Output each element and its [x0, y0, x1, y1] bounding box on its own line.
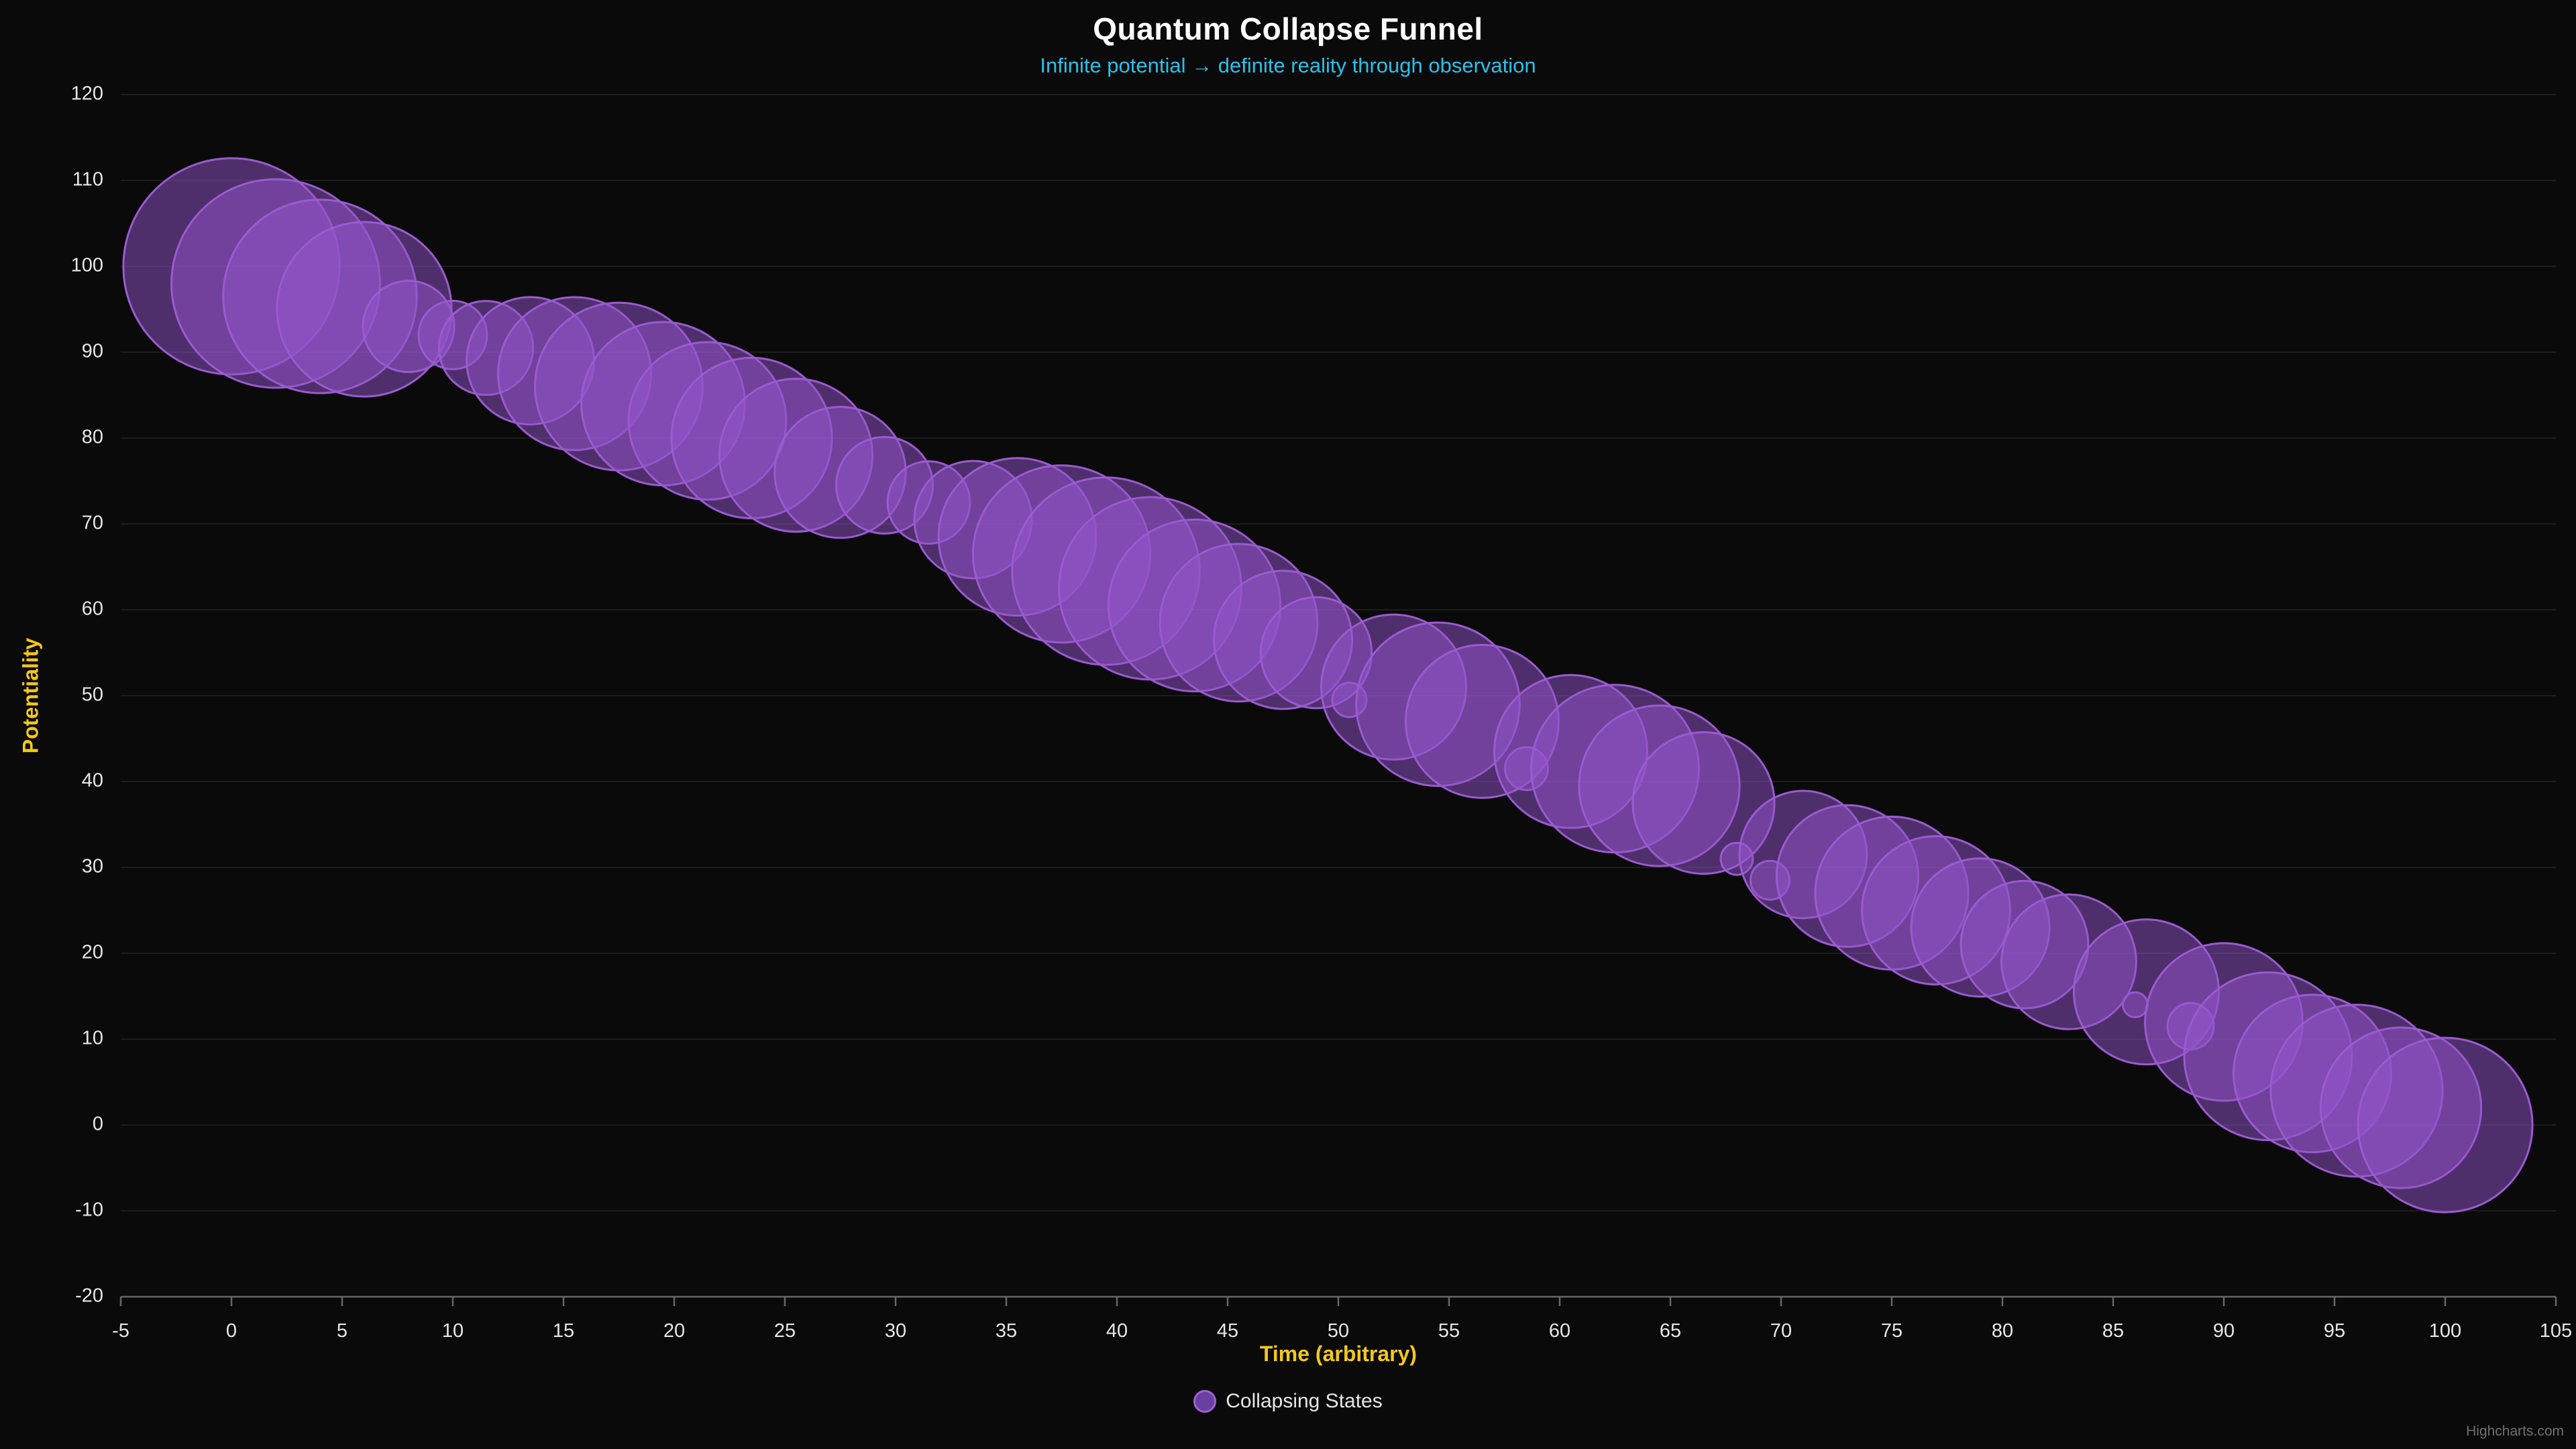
x-tick-label: 5 — [337, 1320, 347, 1342]
x-tick-label: 60 — [1549, 1320, 1570, 1342]
y-tick-label: 10 — [82, 1028, 103, 1049]
x-tick-label: 35 — [996, 1320, 1017, 1342]
x-tick-label: 100 — [2429, 1320, 2461, 1342]
chart-subtitle: Infinite potential → definite reality th… — [1040, 54, 1536, 77]
y-tick-label: 40 — [82, 770, 103, 792]
y-tick-label: -10 — [75, 1199, 103, 1221]
x-tick-label: 105 — [2540, 1320, 2572, 1342]
y-tick-label: 90 — [82, 341, 103, 362]
y-tick-label: 120 — [71, 83, 103, 105]
y-axis-title: Potentiality — [18, 637, 43, 754]
highcharts-credit[interactable]: Highcharts.com — [2466, 1424, 2564, 1439]
x-tick-label: 0 — [226, 1320, 237, 1342]
y-tick-label: 50 — [82, 684, 103, 706]
x-tick-label: 30 — [885, 1320, 906, 1342]
x-tick-label: 50 — [1328, 1320, 1349, 1342]
x-tick-label: 55 — [1438, 1320, 1460, 1342]
x-tick-label: 75 — [1881, 1320, 1902, 1342]
x-tick-label: 80 — [1992, 1320, 2013, 1342]
y-tick-label: 20 — [82, 942, 103, 963]
y-tick-label: 110 — [72, 169, 103, 191]
x-tick-label: 65 — [1660, 1320, 1681, 1342]
y-tick-label: 100 — [71, 255, 103, 276]
y-tick-label: 60 — [82, 598, 103, 620]
x-tick-label: 25 — [774, 1320, 796, 1342]
legend-item-collapsing-states[interactable]: Collapsing States — [1193, 1390, 1383, 1413]
y-tick-label: 0 — [93, 1114, 103, 1135]
y-tick-label: 80 — [82, 427, 103, 448]
y-tick-label: -20 — [75, 1285, 103, 1307]
bubble-series-marker-icon — [1193, 1390, 1217, 1413]
chart-title: Quantum Collapse Funnel — [1093, 11, 1483, 46]
x-tick-label: 45 — [1217, 1320, 1238, 1342]
x-tick-label: 15 — [553, 1320, 574, 1342]
x-axis-title: Time (arbitrary) — [1259, 1342, 1417, 1366]
x-tick-label: 70 — [1770, 1320, 1792, 1342]
x-tick-label: 85 — [2102, 1320, 2124, 1342]
legend-label: Collapsing States — [1226, 1390, 1383, 1412]
x-tick-label: 10 — [442, 1320, 464, 1342]
y-tick-label: 70 — [82, 513, 103, 534]
x-tick-label: 95 — [2324, 1320, 2345, 1342]
bubble-point[interactable] — [2357, 1036, 2534, 1214]
x-tick-label: 90 — [2213, 1320, 2235, 1342]
x-tick-label: 20 — [663, 1320, 685, 1342]
x-tick-label: 40 — [1106, 1320, 1128, 1342]
y-tick-label: 30 — [82, 856, 103, 877]
x-tick-label: -5 — [112, 1320, 129, 1342]
legend: Collapsing States — [0, 1390, 2576, 1413]
